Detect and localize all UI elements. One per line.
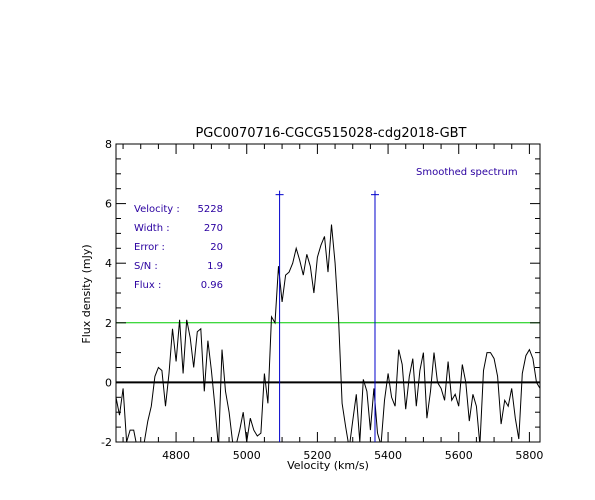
stat-value: 270 <box>204 223 223 234</box>
chart-title: PGC0070716-CGCG515028-cdg2018-GBT <box>195 126 466 141</box>
x-axis-title: Velocity (km/s) <box>287 459 369 472</box>
stat-value: 0.96 <box>201 280 223 291</box>
y-tick-label: 2 <box>105 317 112 330</box>
spectrum-line <box>116 224 540 442</box>
y-tick-label: 6 <box>105 198 112 211</box>
y-axis-title: Flux density (mJy) <box>80 244 93 343</box>
y-tick-label: 0 <box>105 376 112 389</box>
plot-area <box>116 224 540 442</box>
x-tick-label: 5200 <box>303 449 331 462</box>
x-tick-label: 5800 <box>515 449 543 462</box>
stat-label: Flux : <box>134 280 161 291</box>
y-tick-label: 4 <box>105 257 112 270</box>
x-axis: 4800 5000 5200 5400 5600 5800 <box>122 144 543 462</box>
velocity-marker <box>275 190 284 442</box>
stat-label: Velocity : <box>134 204 180 215</box>
y-tick-label: -2 <box>101 436 112 449</box>
stat-label: Width : <box>134 223 170 234</box>
y-axis: -2 0 2 4 6 8 <box>101 138 540 449</box>
stat-value: 5228 <box>198 204 223 215</box>
stat-label: S/N : <box>134 261 158 272</box>
x-tick-label: 5000 <box>233 449 261 462</box>
x-tick-label: 5600 <box>445 449 473 462</box>
x-tick-label: 4800 <box>162 449 190 462</box>
legend-label: Smoothed spectrum <box>416 167 518 178</box>
velocity-marker <box>370 190 379 442</box>
stats-annotation: Velocity : 5228 Width : 270 Error : 20 S/N : 1.… <box>134 204 223 291</box>
stat-value: 20 <box>210 242 223 253</box>
stat-label: Error : <box>134 242 165 253</box>
x-tick-label: 5400 <box>374 449 402 462</box>
y-tick-label: 8 <box>105 138 112 151</box>
plot-frame <box>115 143 541 443</box>
stat-value: 1.9 <box>207 261 223 272</box>
